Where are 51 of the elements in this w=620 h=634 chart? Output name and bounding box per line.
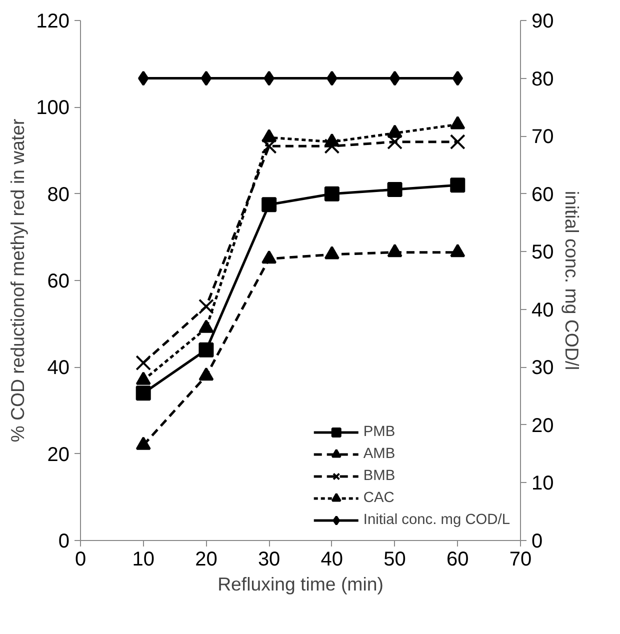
y-tick-label: 80	[47, 184, 70, 206]
x-tick-label: 50	[384, 548, 406, 570]
x-axis-title: Refluxing time (min)	[218, 574, 384, 594]
point	[198, 298, 214, 314]
y2-tick-label: 10	[532, 472, 554, 495]
x-tick-label: 60	[446, 548, 469, 570]
legend-label: BMB	[363, 468, 396, 484]
x-tick-label: 20	[195, 548, 218, 570]
point	[136, 436, 151, 450]
y-tick-label: 100	[36, 97, 70, 120]
x-tick-label: 30	[258, 548, 280, 570]
y-tick-label: 20	[47, 444, 70, 466]
point	[198, 367, 214, 381]
legend-label: AMB	[363, 446, 396, 462]
y2-tick-label: 70	[532, 126, 554, 148]
point	[387, 182, 402, 197]
x-tick-label: 70	[509, 548, 532, 570]
y-tick-label: 60	[47, 270, 70, 292]
y2-tick-label: 20	[532, 414, 554, 437]
legend-label: CAC	[363, 490, 394, 506]
point	[450, 134, 466, 150]
x-tick-label: 40	[320, 548, 344, 570]
point	[450, 244, 466, 258]
point	[387, 244, 402, 258]
y2-tick-label: 0	[532, 530, 543, 552]
point	[198, 342, 214, 358]
y2-axis-title: initial conc. mg COD/l	[562, 190, 583, 370]
y2-tick-label: 50	[532, 242, 554, 264]
point	[324, 186, 340, 202]
y2-tick-label: 30	[532, 357, 554, 380]
point	[262, 197, 277, 212]
point	[262, 250, 277, 264]
y2-tick-label: 60	[532, 184, 554, 206]
point	[324, 246, 340, 260]
y-axis-title: % COD reductionof methyl red in water	[7, 118, 28, 442]
point	[136, 372, 151, 385]
point	[450, 178, 466, 193]
y-tick-label: 0	[58, 530, 70, 552]
legend-label: PMB	[363, 424, 396, 440]
x-tick-label: 10	[132, 548, 154, 570]
x-tick-label: 0	[74, 548, 86, 570]
point	[261, 138, 277, 154]
y2-tick-label: 80	[532, 68, 554, 90]
legend-label: Initial conc. mg COD/L	[363, 512, 510, 528]
y-tick-label: 120	[36, 10, 70, 32]
y2-tick-label: 40	[532, 299, 554, 322]
point	[324, 138, 340, 154]
y2-tick-label: 90	[532, 10, 554, 32]
point	[198, 320, 214, 333]
y-tick-label: 40	[47, 357, 70, 380]
point	[387, 134, 403, 150]
